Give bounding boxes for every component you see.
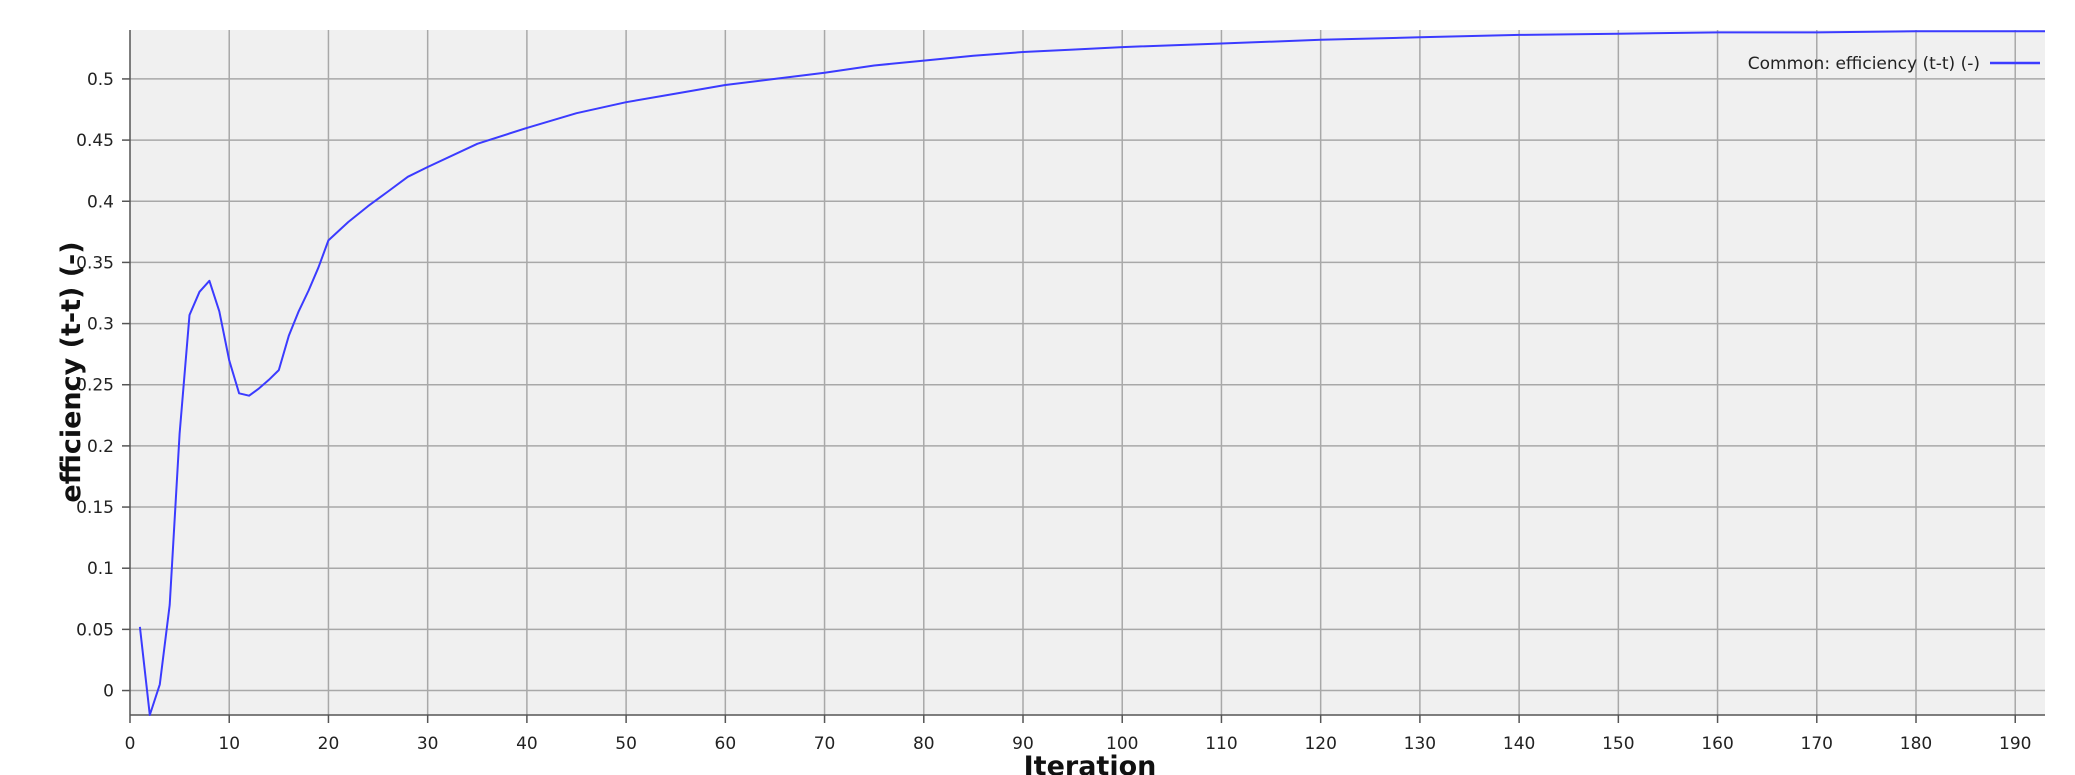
x-tick-label: 80 bbox=[913, 734, 935, 754]
series-line bbox=[138, 30, 2045, 716]
legend-entry-label: Common: efficiency (t-t) (-) bbox=[1748, 54, 1980, 74]
grid-lines bbox=[130, 30, 2045, 715]
y-tick-label: 0 bbox=[103, 682, 114, 702]
x-tick-label: 160 bbox=[1701, 734, 1733, 754]
plot-background bbox=[130, 30, 2045, 715]
x-tick-label: 50 bbox=[615, 734, 637, 754]
axes bbox=[122, 30, 2045, 723]
legend: Common: efficiency (t-t) (-) bbox=[1748, 54, 2040, 74]
y-tick-label: 0.05 bbox=[76, 620, 114, 640]
x-tick-label: 20 bbox=[318, 734, 340, 754]
y-tick-label: 0.45 bbox=[76, 131, 114, 151]
x-tick-label: 0 bbox=[125, 734, 136, 754]
x-tick-label: 150 bbox=[1602, 734, 1634, 754]
x-tick-labels: 0 10 20 30 40 50 60 70 80 90 100 110 120 130 140 150 160… bbox=[125, 734, 2032, 754]
x-tick-label: 140 bbox=[1503, 734, 1535, 754]
y-tick-labels: 0 0.05 0.1 0.15 0.2 0.25 0.3 0.35 0.4 0.45 0.5 bbox=[76, 70, 114, 702]
x-tick-label: 90 bbox=[1012, 734, 1034, 754]
y-tick-label: 0.3 bbox=[87, 315, 114, 335]
x-tick-label: 100 bbox=[1106, 734, 1138, 754]
y-tick-label: 0.5 bbox=[87, 70, 114, 90]
x-tick-label: 30 bbox=[417, 734, 439, 754]
x-tick-label: 180 bbox=[1900, 734, 1932, 754]
series-lines bbox=[138, 30, 2045, 716]
y-axis-title: efficiency (t-t) (-) bbox=[56, 241, 87, 502]
x-axis-title: Iteration bbox=[1024, 751, 1157, 775]
x-tick-label: 60 bbox=[715, 734, 737, 754]
y-tick-label: 0.1 bbox=[87, 559, 114, 579]
y-tick-label: 0.2 bbox=[87, 437, 114, 457]
x-tick-label: 120 bbox=[1304, 734, 1336, 754]
x-tick-label: 40 bbox=[516, 734, 538, 754]
x-tick-label: 110 bbox=[1205, 734, 1237, 754]
x-tick-label: 70 bbox=[814, 734, 836, 754]
y-tick-label: 0.35 bbox=[76, 253, 114, 273]
y-tick-label: 0.15 bbox=[76, 498, 114, 518]
x-tick-label: 190 bbox=[1999, 734, 2031, 754]
y-tick-label: 0.25 bbox=[76, 376, 114, 396]
y-tick-label: 0.4 bbox=[87, 192, 114, 212]
x-tick-label: 170 bbox=[1801, 734, 1833, 754]
x-tick-label: 10 bbox=[218, 734, 240, 754]
x-tick-label: 130 bbox=[1404, 734, 1436, 754]
